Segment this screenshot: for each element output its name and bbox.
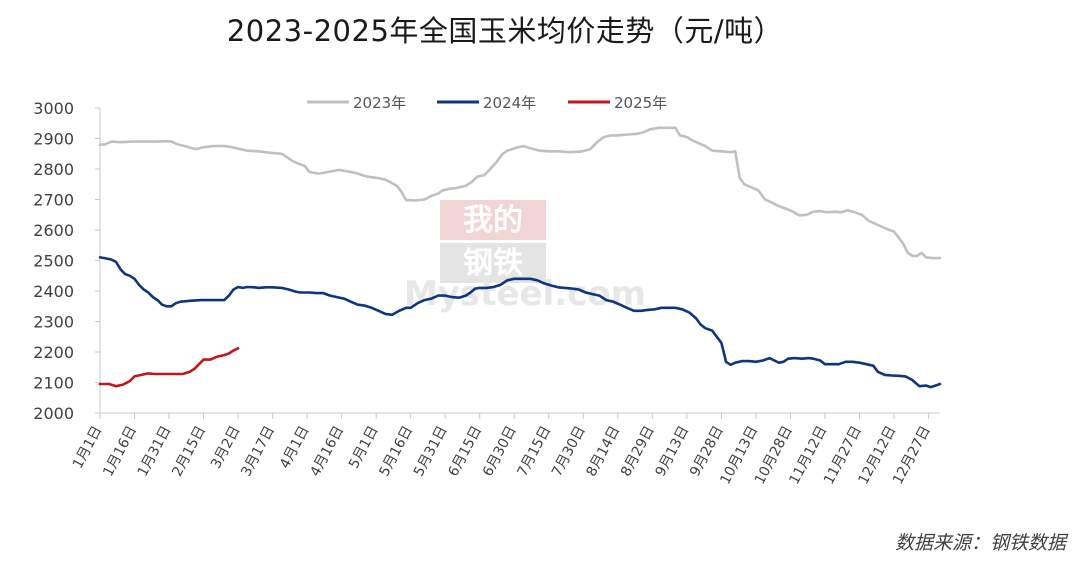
x-tick-label: 4月16日 bbox=[307, 423, 347, 479]
y-tick-label: 2600 bbox=[33, 221, 74, 240]
x-tick-label: 3月17日 bbox=[238, 423, 278, 479]
watermark-brand: Mysteel.com bbox=[404, 274, 646, 314]
source-note: 数据来源：钢铁数据 bbox=[894, 532, 1066, 554]
y-tick-label: 2100 bbox=[33, 374, 74, 393]
y-tick-label: 2000 bbox=[33, 404, 74, 423]
watermark: 我的 钢铁 Mysteel.com bbox=[404, 200, 646, 314]
y-tick-label: 2700 bbox=[33, 191, 74, 210]
x-tick-label: 3月2日 bbox=[208, 423, 244, 471]
x-tick-label: 4月1日 bbox=[277, 423, 313, 471]
x-tick-label: 9月28日 bbox=[687, 423, 727, 479]
x-tick-label: 5月1日 bbox=[346, 423, 382, 471]
series-lines bbox=[98, 126, 942, 389]
series-line bbox=[98, 347, 240, 388]
chart-title: 2023-2025年全国玉米均价走势（元/吨） bbox=[226, 14, 784, 48]
series-line bbox=[98, 126, 942, 260]
x-tick-label: 1月31日 bbox=[135, 423, 175, 479]
x-tick-label: 6月30日 bbox=[480, 423, 520, 479]
y-tick-label: 2200 bbox=[33, 343, 74, 362]
y-tick-label: 2800 bbox=[33, 160, 74, 179]
x-tick-label: 5月31日 bbox=[411, 423, 451, 479]
x-tick-label: 8月14日 bbox=[584, 423, 624, 479]
x-tick-label: 5月16日 bbox=[376, 423, 416, 479]
watermark-logo-bottom bbox=[440, 243, 546, 283]
legend-label: 2024年 bbox=[483, 94, 536, 112]
legend-label: 2025年 bbox=[614, 94, 667, 112]
x-tick-label: 1月16日 bbox=[100, 423, 140, 479]
x-tick-label: 6月15日 bbox=[445, 423, 485, 479]
x-tick-label: 2月15日 bbox=[169, 423, 209, 479]
x-tick-label: 1月1日 bbox=[70, 423, 106, 471]
watermark-logo-top bbox=[440, 200, 546, 240]
watermark-logo-text-top: 我的 bbox=[463, 203, 523, 238]
watermark-logo-text-bottom: 钢铁 bbox=[463, 246, 523, 281]
y-tick-label: 3000 bbox=[33, 99, 74, 118]
y-tick-label: 2400 bbox=[33, 282, 74, 301]
x-tick-label: 7月30日 bbox=[549, 423, 589, 479]
x-tick-label: 7月15日 bbox=[514, 423, 554, 479]
y-tick-label: 2900 bbox=[33, 130, 74, 149]
legend-label: 2023年 bbox=[353, 94, 406, 112]
legend: 2023年 2024年 2025年 bbox=[307, 94, 667, 112]
y-tick-label: 2300 bbox=[33, 313, 74, 332]
x-tick-label: 9月13日 bbox=[653, 423, 693, 479]
y-tick-label: 2500 bbox=[33, 252, 74, 271]
x-tick-label: 8月29日 bbox=[618, 423, 658, 479]
series-line bbox=[98, 256, 942, 389]
